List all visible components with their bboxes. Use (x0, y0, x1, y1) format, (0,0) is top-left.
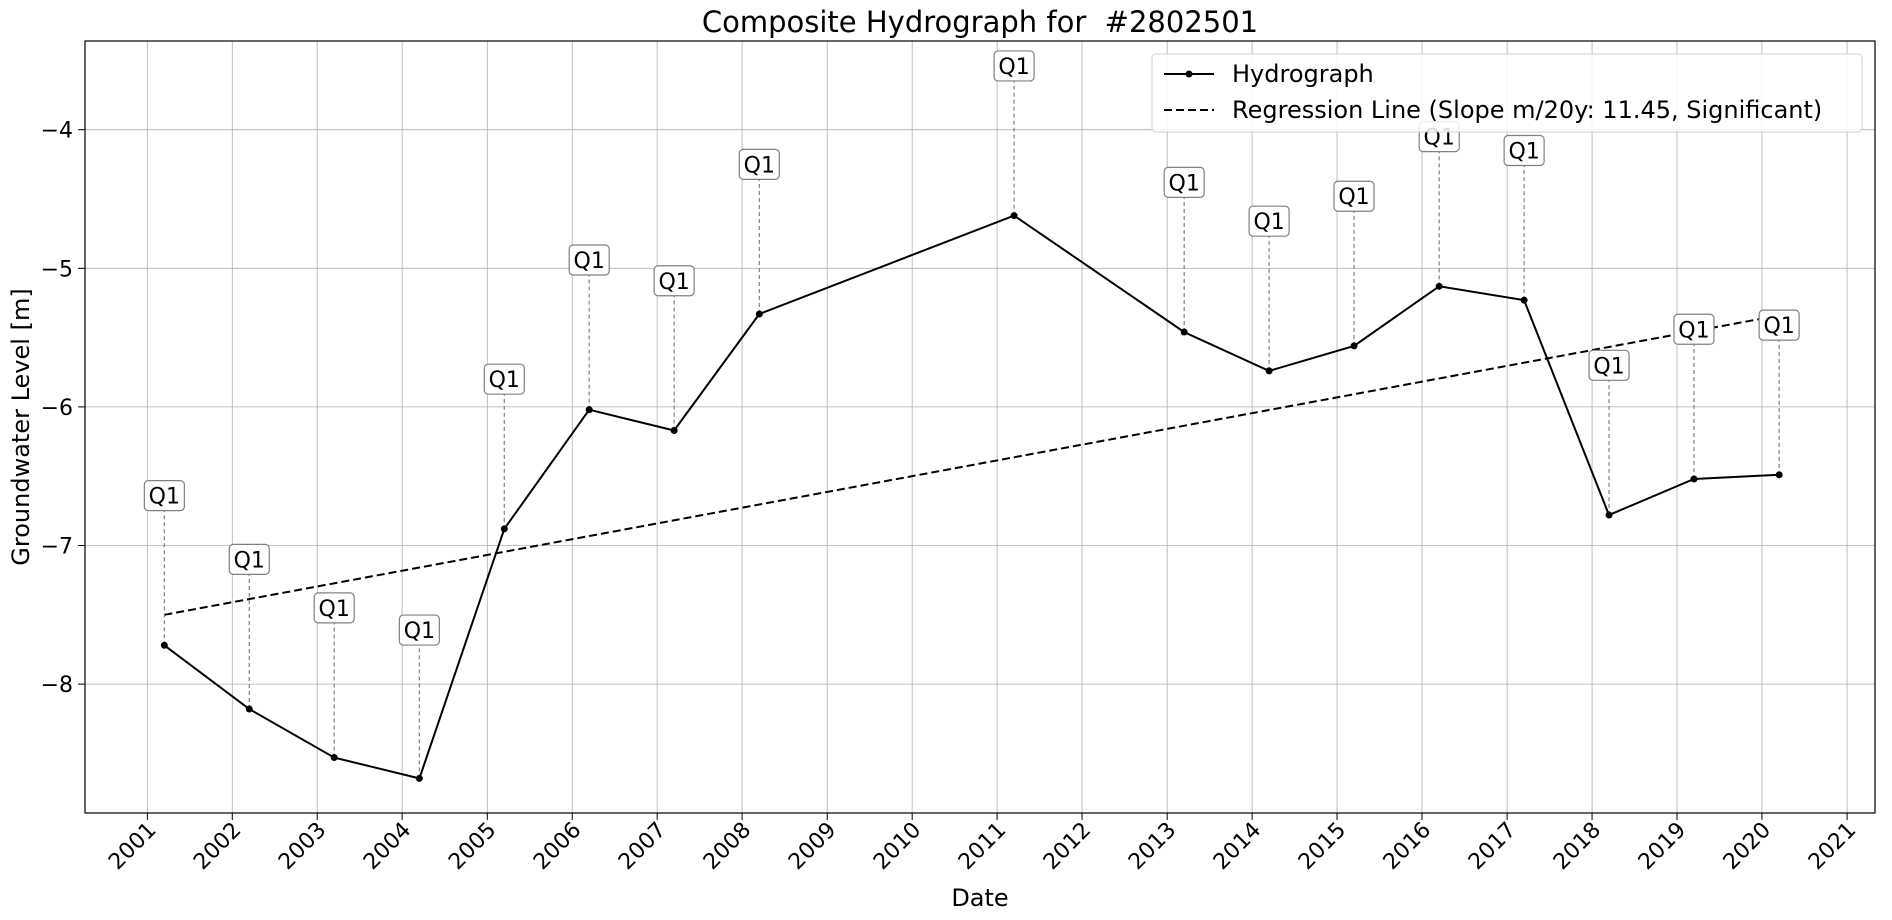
annotation-label: Q1 (489, 368, 520, 393)
hydrograph-point (415, 774, 423, 782)
legend-box (1151, 53, 1863, 133)
y-tick-label: −8 (41, 673, 73, 698)
legend-hydrograph-marker (1185, 70, 1193, 78)
hydrograph-point (1775, 471, 1783, 479)
annotation-label: Q1 (1593, 354, 1624, 379)
annotation-box (568, 244, 610, 276)
chart-title: Composite Hydrograph for #2802501 (702, 5, 1258, 39)
annotation-box (1163, 166, 1205, 198)
hydrograph-point (585, 406, 593, 414)
y-tick-label: −6 (41, 396, 73, 421)
annotation-box (1673, 313, 1715, 345)
hydrograph-point (1265, 367, 1273, 375)
hydrograph-line (163, 214, 1780, 780)
y-tick-label: −7 (41, 535, 73, 560)
annotation-box (1758, 309, 1800, 341)
legend-regression-label: Regression Line (Slope m/20y: 11.45, Sig… (1232, 96, 1822, 124)
annotation-label: Q1 (149, 485, 180, 510)
x-tick-label: 2019 (1634, 818, 1691, 875)
annotation-label: Q1 (998, 55, 1029, 80)
hydrograph-point (1180, 328, 1188, 336)
grid (85, 41, 1875, 813)
y-axis-label: Groundwater Level [m] (7, 288, 35, 565)
annotation-box (398, 614, 440, 646)
hydrograph-point (1435, 282, 1443, 290)
x-tick-label: 2018 (1549, 818, 1606, 875)
x-tick-label: 2015 (1294, 818, 1351, 875)
x-tick-label: 2007 (614, 818, 671, 875)
annotation-box (313, 592, 355, 624)
annotation-label: Q1 (319, 597, 350, 622)
x-tick-label: 2021 (1804, 818, 1861, 875)
annotation-box (1503, 134, 1545, 167)
x-tick-label: 2013 (1124, 818, 1181, 875)
x-tick-label: 2017 (1464, 818, 1521, 875)
annotation-box (1248, 205, 1290, 237)
axis-ticks: 2001 2002 2003 2004 2005 2006 2007 2008 2009 2010… (41, 119, 1862, 875)
hydrograph-point (1690, 475, 1698, 483)
x-tick-label: 2002 (189, 818, 246, 875)
regression-line (164, 314, 1780, 616)
annotation-label: Q1 (1763, 314, 1794, 339)
annotation-label: Q1 (574, 249, 605, 274)
hydrograph-point (500, 525, 508, 533)
annotation-box (228, 543, 270, 575)
hydrograph-point (1605, 511, 1613, 519)
plot-area (84, 40, 1876, 814)
x-tick-label: 2016 (1379, 818, 1436, 875)
annotation-label: Q1 (1678, 318, 1709, 343)
annotation-box (1588, 349, 1630, 381)
x-tick-label: 2004 (359, 818, 416, 875)
annotation-box (653, 265, 695, 297)
annotation-box (483, 363, 525, 395)
x-tick-label: 2003 (274, 818, 331, 875)
hydrograph-point (755, 310, 763, 318)
hydrograph-point (160, 641, 168, 649)
hydrograph-point (670, 426, 678, 434)
hydrograph-point (1010, 212, 1018, 220)
x-tick-label: 2010 (869, 818, 926, 875)
x-tick-label: 2001 (104, 818, 161, 875)
hydrograph-point (1350, 342, 1358, 350)
annotation-box (738, 148, 780, 180)
annotation-box (993, 50, 1035, 82)
x-tick-label: 2011 (954, 818, 1011, 875)
hydrograph-point (1520, 296, 1528, 304)
x-tick-label: 2008 (699, 818, 756, 875)
annotation-label: Q1 (1338, 185, 1369, 210)
legend-hydrograph-label: Hydrograph (1232, 60, 1374, 88)
annotation-box (1333, 180, 1375, 212)
y-tick-label: −4 (41, 119, 73, 144)
y-tick-label: −5 (41, 257, 73, 282)
x-tick-label: 2020 (1719, 818, 1776, 875)
annotation-label: Q1 (1169, 171, 1200, 196)
annotation-label: Q1 (234, 548, 265, 573)
annotation-label: Q1 (744, 153, 775, 178)
x-tick-label: 2014 (1209, 818, 1266, 875)
annotation-label: Q1 (1253, 210, 1284, 235)
x-axis-label: Date (951, 884, 1008, 912)
x-tick-label: 2005 (444, 818, 501, 875)
annotation-label: Q1 (658, 270, 689, 295)
hydrograph-point (330, 754, 338, 762)
legend: Hydrograph Regression Line (Slope m/20y:… (1151, 53, 1863, 133)
x-tick-label: 2006 (529, 818, 586, 875)
x-tick-label: 2009 (784, 818, 841, 875)
annotation-label: Q1 (404, 619, 435, 644)
annotation-label: Q1 (1508, 139, 1539, 164)
annotation-box (143, 480, 185, 512)
x-tick-label: 2012 (1039, 818, 1096, 875)
hydrograph-point (245, 705, 253, 713)
